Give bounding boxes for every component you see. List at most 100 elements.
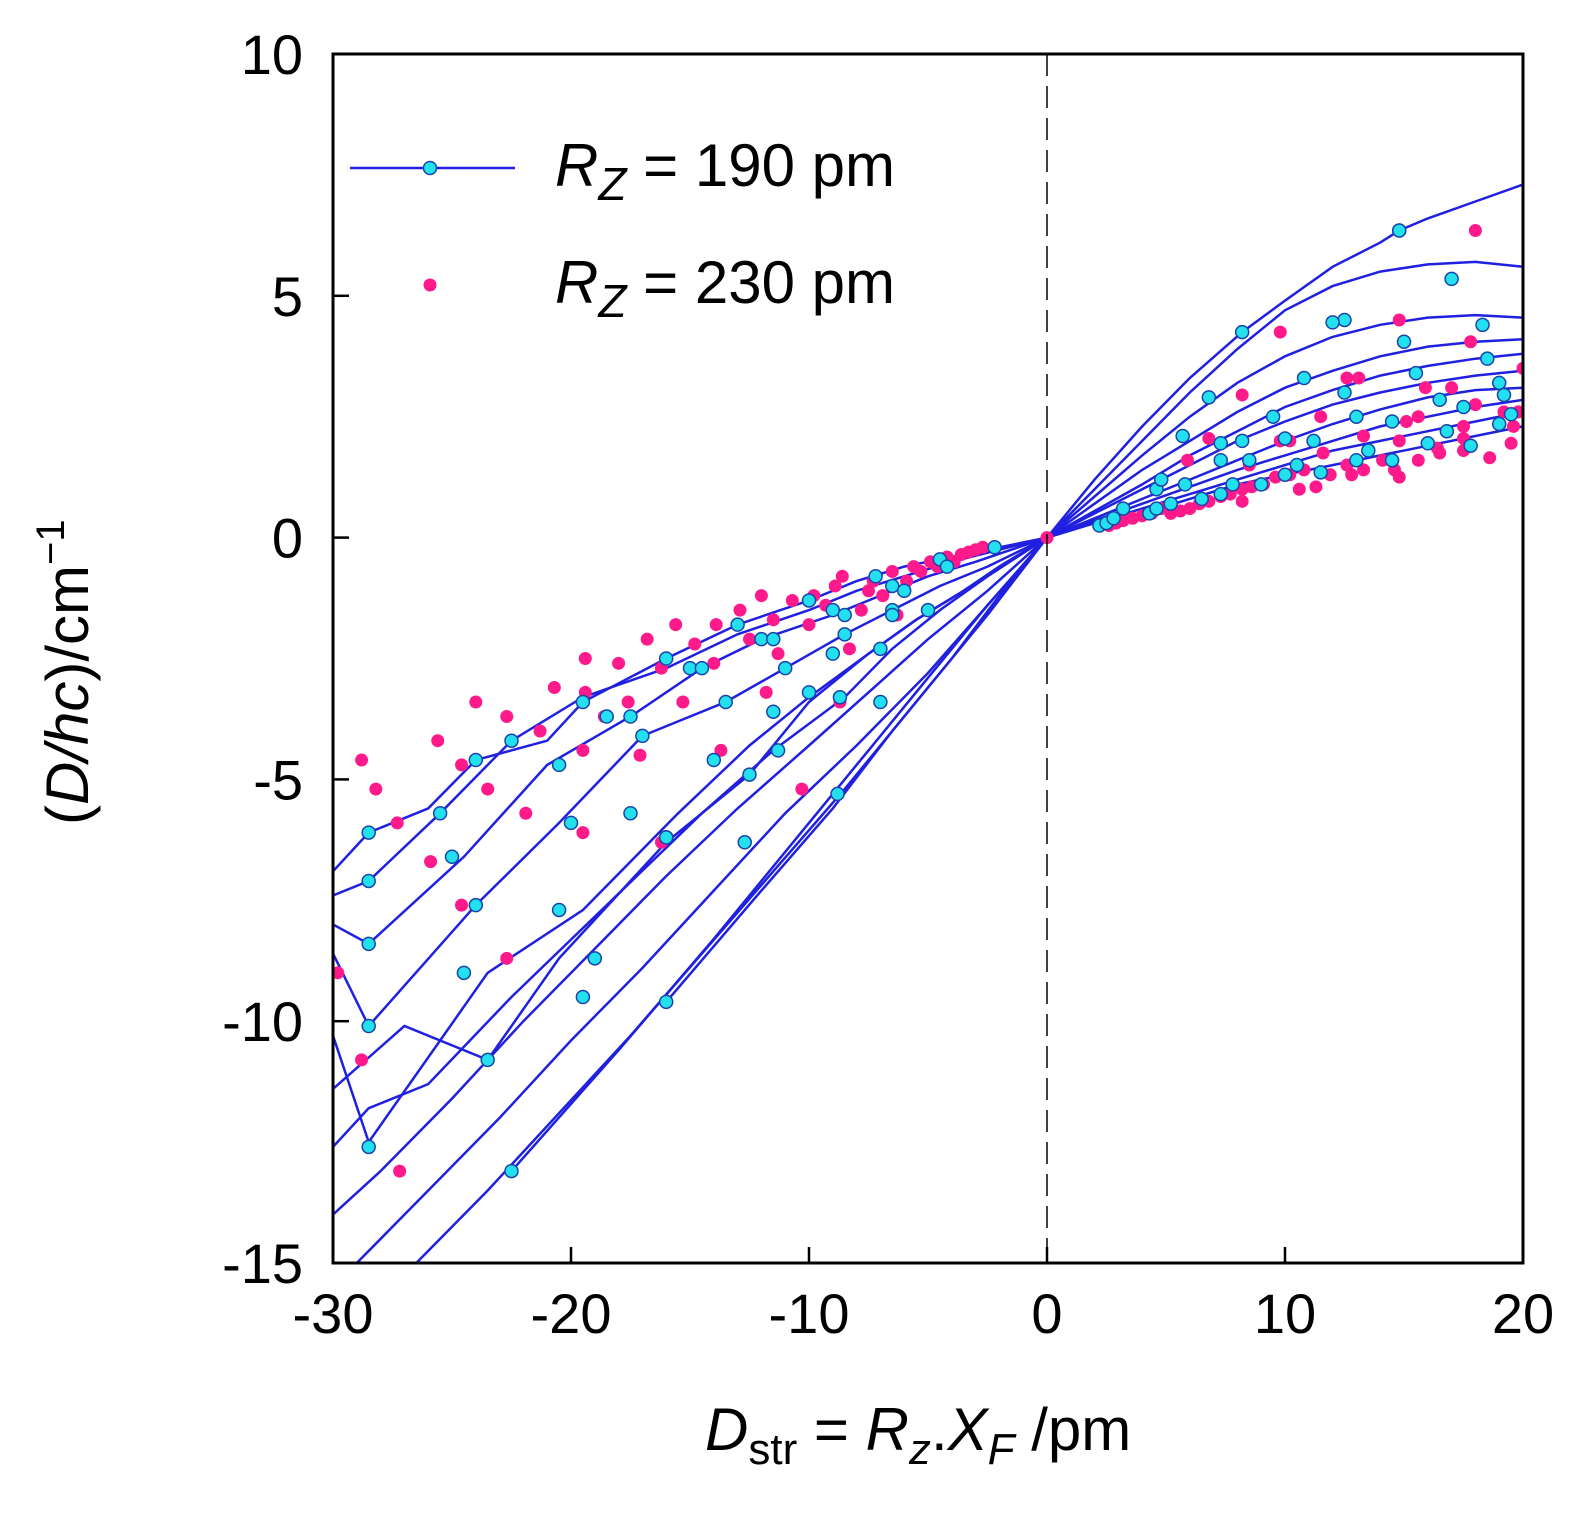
point-230pm bbox=[1504, 436, 1518, 450]
point-190pm bbox=[1325, 315, 1340, 330]
y-tick-label: -5 bbox=[253, 748, 303, 811]
point-190pm bbox=[1213, 452, 1228, 468]
point-230pm bbox=[355, 1053, 369, 1067]
point-230pm bbox=[576, 743, 590, 757]
point-230pm bbox=[885, 564, 899, 578]
point-190pm bbox=[1306, 433, 1321, 449]
point-190pm bbox=[1194, 491, 1209, 507]
point-190pm bbox=[504, 733, 519, 748]
point-230pm bbox=[709, 618, 723, 632]
point-230pm bbox=[500, 951, 514, 965]
point-230pm bbox=[519, 806, 533, 820]
point-190pm bbox=[575, 989, 591, 1005]
fit-curve-11 bbox=[665, 536, 1048, 1003]
legend: RZ = 190 pm RZ = 230 pm bbox=[350, 132, 895, 327]
point-230pm bbox=[1202, 431, 1216, 445]
point-190pm bbox=[361, 936, 376, 952]
point-230pm bbox=[754, 589, 768, 603]
point-230pm bbox=[759, 685, 773, 699]
point-190pm bbox=[361, 873, 376, 889]
point-190pm bbox=[504, 1163, 519, 1179]
point-190pm bbox=[1313, 465, 1328, 480]
point-190pm bbox=[770, 743, 786, 758]
point-190pm bbox=[1277, 467, 1293, 482]
point-190pm bbox=[920, 602, 936, 618]
point-190pm bbox=[551, 902, 567, 918]
point-190pm bbox=[1384, 452, 1400, 468]
point-230pm bbox=[1483, 451, 1497, 465]
point-190pm bbox=[468, 897, 484, 913]
point-230pm bbox=[469, 695, 483, 709]
point-190pm bbox=[1234, 433, 1250, 449]
point-190pm bbox=[1408, 365, 1424, 381]
point-230pm bbox=[393, 1164, 407, 1178]
point-190pm bbox=[706, 752, 722, 768]
point-230pm bbox=[1392, 434, 1406, 448]
point-190pm bbox=[742, 767, 757, 782]
point-190pm bbox=[1149, 501, 1164, 516]
point-230pm bbox=[533, 724, 547, 738]
point-190pm bbox=[1175, 428, 1190, 444]
y-axis-title: (D/hc)/cm−1 bbox=[29, 519, 101, 825]
point-190pm bbox=[1420, 436, 1436, 451]
point-190pm bbox=[1491, 375, 1507, 391]
point-190pm bbox=[1296, 370, 1312, 386]
point-190pm bbox=[837, 607, 852, 623]
point-190pm bbox=[658, 651, 674, 666]
point-190pm bbox=[599, 709, 614, 724]
point-230pm bbox=[676, 695, 690, 709]
data-points bbox=[333, 223, 1523, 1179]
point-230pm bbox=[1180, 453, 1194, 467]
point-230pm bbox=[766, 613, 780, 627]
point-190pm bbox=[777, 660, 793, 676]
point-230pm bbox=[707, 656, 721, 670]
x-tick-label: -10 bbox=[769, 1282, 850, 1345]
point-190pm bbox=[885, 578, 900, 594]
point-190pm bbox=[832, 689, 848, 705]
point-190pm bbox=[766, 631, 781, 647]
point-230pm bbox=[1392, 313, 1406, 327]
x-axis-title: Dstr = Rz.XF /pm bbox=[705, 1396, 1131, 1474]
point-190pm bbox=[587, 951, 603, 966]
point-190pm bbox=[1475, 317, 1490, 333]
point-190pm bbox=[801, 685, 817, 700]
point-230pm bbox=[1357, 429, 1371, 443]
point-190pm bbox=[830, 786, 845, 802]
point-190pm bbox=[1456, 399, 1471, 415]
point-230pm bbox=[1399, 415, 1413, 429]
point-230pm bbox=[355, 753, 369, 767]
point-230pm bbox=[1516, 361, 1523, 375]
point-230pm bbox=[578, 652, 592, 665]
point-230pm bbox=[390, 816, 404, 830]
point-230pm bbox=[802, 618, 816, 632]
point-190pm bbox=[1463, 438, 1478, 453]
point-230pm bbox=[1445, 381, 1459, 395]
point-190pm bbox=[766, 704, 781, 719]
point-190pm bbox=[456, 965, 472, 981]
point-190pm bbox=[1337, 385, 1352, 400]
point-230pm bbox=[1464, 335, 1478, 349]
point-190pm bbox=[635, 728, 650, 744]
legend-marker-190 bbox=[422, 160, 438, 176]
axis-ticks: -30 -20 -10 0 10 20 -15 -10 -5 0 5 10 bbox=[222, 23, 1554, 1345]
point-190pm bbox=[658, 994, 674, 1010]
point-190pm bbox=[361, 1139, 376, 1155]
point-190pm bbox=[563, 815, 579, 831]
point-190pm bbox=[480, 1052, 495, 1068]
point-190pm bbox=[1391, 223, 1407, 238]
point-230pm bbox=[1309, 480, 1323, 494]
point-190pm bbox=[1439, 423, 1455, 439]
point-230pm bbox=[455, 758, 469, 772]
point-230pm bbox=[1316, 446, 1330, 460]
plot-frame bbox=[331, 52, 1525, 1265]
point-190pm bbox=[825, 602, 841, 618]
point-230pm bbox=[669, 618, 683, 632]
point-190pm bbox=[1225, 477, 1240, 492]
point-190pm bbox=[1396, 334, 1412, 349]
point-230pm bbox=[1468, 224, 1482, 238]
point-190pm bbox=[730, 617, 745, 632]
point-190pm bbox=[361, 1018, 376, 1034]
point-190pm bbox=[1106, 511, 1121, 526]
point-230pm bbox=[714, 743, 728, 757]
